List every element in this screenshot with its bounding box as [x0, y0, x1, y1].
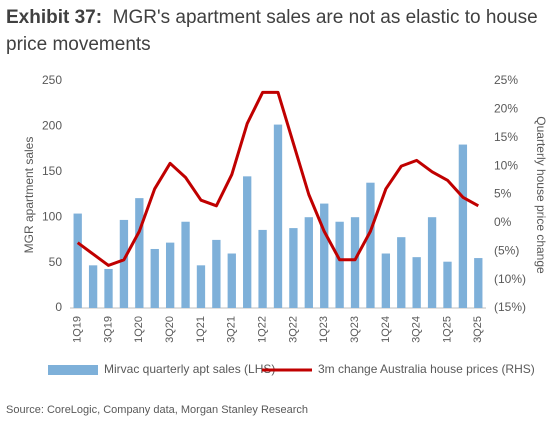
bar [350, 217, 360, 308]
y-tick-label: 100 [42, 209, 62, 223]
x-tick-label: 1Q20 [133, 316, 145, 343]
bar [212, 239, 221, 308]
y2-tick-label: (10%) [494, 272, 526, 286]
bar [320, 203, 329, 308]
legend-label: 3m change Australia house prices (RHS) [318, 362, 535, 376]
bar [304, 217, 313, 308]
title: Exhibit 37: MGR's apartment sales are no… [6, 4, 546, 58]
x-tick-label: 3Q23 [349, 316, 361, 343]
y-tick-label: 250 [42, 73, 62, 87]
y2-tick-label: 0% [494, 215, 512, 229]
bar [181, 221, 190, 308]
bar [427, 217, 437, 308]
x-tick-label: 3Q22 [287, 316, 299, 343]
x-tick-label: 1Q24 [380, 316, 392, 343]
bar [104, 268, 113, 308]
source: Source: CoreLogic, Company data, Morgan … [6, 404, 308, 416]
bar [73, 213, 82, 308]
y2-tick-label: 15% [494, 130, 518, 144]
x-tick-label: 1Q23 [318, 316, 330, 343]
x-tick-label: 3Q21 [226, 316, 238, 343]
y2-tick-label: 5% [494, 187, 512, 201]
x-tick-label: 1Q19 [72, 316, 84, 343]
bar [88, 265, 98, 308]
y2-tick-label: (5%) [494, 243, 519, 257]
bar [474, 258, 483, 308]
y2-axis-label: Quarterly house price change [534, 116, 548, 274]
bar [196, 265, 206, 308]
chart-title: MGR's apartment sales are not as elastic… [6, 7, 538, 55]
bar [381, 253, 391, 308]
legend-swatch [48, 365, 98, 375]
bar [273, 124, 283, 308]
x-tick-label: 3Q24 [411, 316, 423, 343]
line [76, 90, 480, 267]
y2-tick-label: (15%) [494, 300, 526, 314]
y2-tick-label: 25% [494, 73, 518, 87]
x-tick-label: 1Q22 [256, 316, 268, 343]
bar [366, 182, 375, 308]
bar [165, 242, 175, 308]
y2-tick-label: 20% [494, 102, 518, 116]
x-tick-label: 1Q25 [441, 316, 453, 343]
x-tick-label: 3Q19 [102, 316, 114, 343]
bar [397, 237, 406, 308]
y-tick-label: 50 [49, 255, 63, 269]
bar [412, 257, 421, 308]
y-tick-label: 0 [55, 300, 62, 314]
bar [258, 229, 267, 308]
x-tick-label: 1Q21 [195, 316, 207, 343]
bar [289, 228, 298, 308]
bar [135, 198, 144, 308]
y-axis-label: MGR apartment sales [22, 137, 36, 254]
bar [458, 144, 468, 308]
bar [119, 219, 129, 308]
bar [150, 248, 159, 308]
legend-label: Mirvac quarterly apt sales (LHS) [104, 362, 275, 376]
x-tick-label: 3Q20 [164, 316, 176, 343]
y2-tick-label: 10% [494, 158, 518, 172]
bar [243, 176, 252, 308]
bar [335, 221, 344, 308]
bar [443, 261, 452, 308]
exhibit-label: Exhibit 37: [6, 7, 103, 28]
x-tick-label: 3Q25 [472, 316, 484, 343]
bar [227, 253, 236, 308]
y-tick-label: 200 [42, 119, 62, 133]
y-tick-label: 150 [42, 164, 62, 178]
